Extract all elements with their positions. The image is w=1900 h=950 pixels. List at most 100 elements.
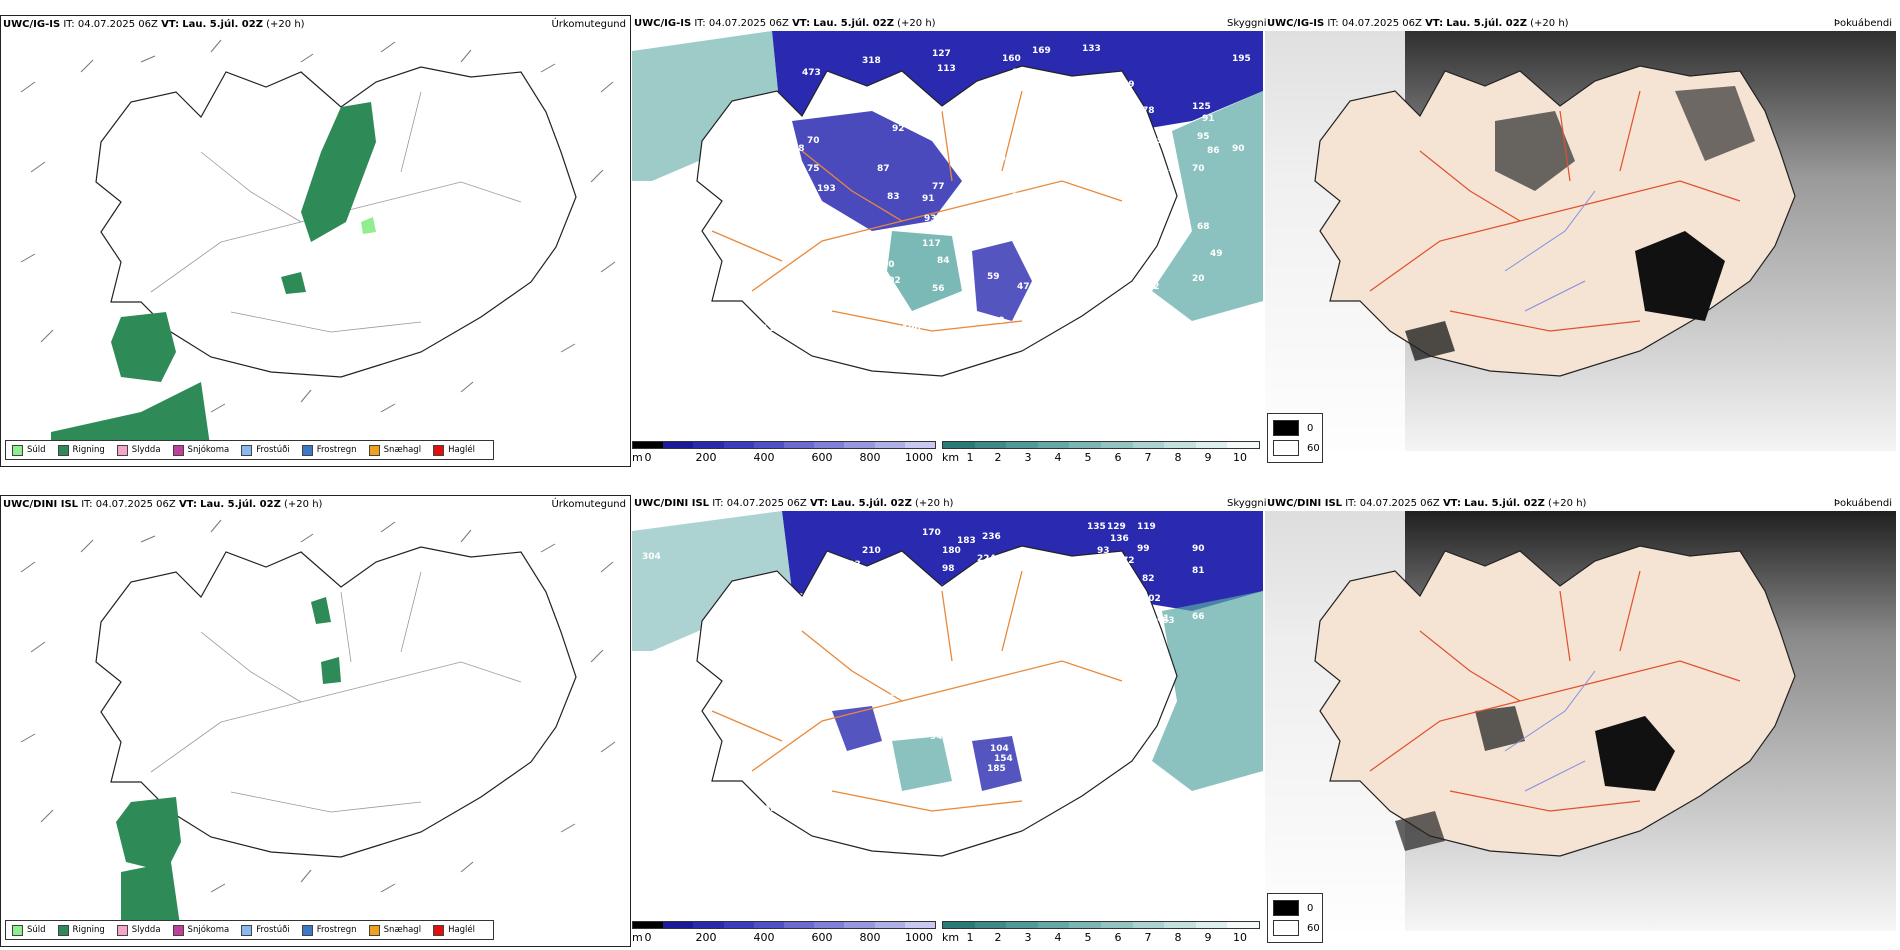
svg-text:81: 81 (1122, 324, 1135, 334)
legend-item-snjokoma: Snjókoma (172, 924, 229, 936)
fog-patch-1 (792, 111, 962, 231)
visibility-labels: 473 318 127 160 169 133 195 98 155 154 113 161 7… (757, 44, 1251, 409)
svg-text:20: 20 (1192, 274, 1205, 284)
svg-text:96: 96 (1157, 136, 1170, 146)
svg-text:143: 143 (912, 104, 931, 114)
svg-text:91: 91 (1202, 114, 1215, 124)
visibility-colorbar-m: m 0 200 400 600 800 1000 (632, 441, 936, 465)
svg-text:85: 85 (1012, 192, 1025, 202)
svg-text:68: 68 (980, 722, 993, 732)
fog-blob-2 (1495, 111, 1575, 191)
svg-text:193: 193 (817, 184, 836, 194)
svg-text:83: 83 (887, 192, 900, 202)
legend-item-slydda: Slydda (116, 444, 161, 456)
rain-area-4 (281, 272, 306, 294)
svg-text:45: 45 (764, 804, 777, 814)
fog-patch-3 (887, 231, 962, 311)
svg-text:81: 81 (977, 106, 990, 116)
svg-text:117: 117 (922, 239, 941, 249)
svg-text:85: 85 (994, 184, 1007, 194)
fog-legend-item-60: 60 (1273, 920, 1320, 936)
visibility-panel-bottom: UWC/DINI ISL IT: 04.07.2025 06Z VT: Lau.… (632, 495, 1263, 947)
svg-text:75: 75 (807, 164, 820, 174)
svg-text:136: 136 (1110, 534, 1129, 544)
svg-text:185: 185 (877, 694, 896, 704)
panel-title: UWC/DINI ISL IT: 04.07.2025 06Z VT: Lau.… (1267, 498, 1587, 509)
fog-blob-1 (1595, 716, 1675, 791)
rain-area-3 (51, 382, 211, 452)
svg-text:37: 37 (942, 384, 955, 394)
panel-label-fog: Þokuábendi (1833, 498, 1892, 509)
colorbar-unit-m: m (632, 931, 643, 944)
fog-blob-2 (1475, 706, 1525, 751)
svg-text:55: 55 (977, 834, 990, 844)
svg-text:73: 73 (1167, 164, 1180, 174)
visibility-colorbar-m: m 0 200 400 600 800 1000 (632, 921, 936, 945)
svg-text:154: 154 (874, 92, 893, 102)
svg-text:78: 78 (1142, 106, 1155, 116)
svg-text:203: 203 (842, 560, 861, 570)
precip-legend: Súld Rigning Slydda Snjókoma Frostúði Fr… (5, 920, 495, 940)
legend-item-snaehagl: Snæhagl (368, 924, 421, 936)
precip-map (20, 39, 616, 452)
legend-item-slydda: Slydda (116, 924, 161, 936)
legend-item-hagel: Haglél (433, 924, 475, 936)
svg-text:86: 86 (1207, 146, 1220, 156)
svg-text:32: 32 (957, 196, 970, 206)
svg-text:170: 170 (922, 528, 941, 538)
fog-map (1265, 31, 1896, 451)
iceland-outline (95, 546, 577, 858)
svg-text:104: 104 (990, 744, 1009, 754)
svg-text:114: 114 (1097, 562, 1116, 572)
fog-patch-2 (972, 241, 1032, 321)
svg-text:304: 304 (642, 552, 661, 562)
rain-area-1 (116, 797, 181, 872)
roads (711, 570, 1123, 812)
colorbar-strip-km (942, 921, 1260, 929)
rain-area-1 (301, 102, 376, 242)
svg-text:67: 67 (1047, 234, 1060, 244)
svg-text:183: 183 (957, 536, 976, 546)
fog-blob-3 (1675, 86, 1755, 161)
legend-item-snjokoma: Snjókoma (172, 444, 229, 456)
svg-text:83: 83 (1162, 616, 1175, 626)
svg-text:154: 154 (994, 754, 1013, 764)
fog-legend: 0 60 (1267, 413, 1323, 463)
svg-text:93: 93 (924, 214, 937, 224)
wind-barbs (20, 39, 616, 413)
svg-text:70: 70 (807, 136, 820, 146)
svg-text:129: 129 (1107, 522, 1126, 532)
svg-text:185: 185 (987, 764, 1006, 774)
svg-text:90: 90 (1192, 544, 1205, 554)
svg-text:98: 98 (792, 144, 805, 154)
svg-text:79: 79 (1122, 80, 1135, 90)
svg-text:169: 169 (1032, 46, 1051, 56)
svg-text:76: 76 (1092, 76, 1105, 86)
precip-panel-top: UWC/IG-IS IT: 04.07.2025 06Z VT: Lau. 5.… (0, 15, 631, 467)
panel-label-visibility: Skyggni (1227, 498, 1267, 509)
sea-teal (1152, 591, 1263, 791)
visibility-labels: 170 183 236 135 129 119 304 210 180 136 99 90 20… (642, 522, 1205, 869)
legend-item-snaehagl: Snæhagl (368, 444, 421, 456)
panel-title: UWC/DINI ISL IT: 04.07.2025 06Z VT: Lau.… (634, 498, 954, 509)
svg-text:93: 93 (1097, 546, 1110, 556)
fog-legend-item-0: 0 (1273, 420, 1313, 436)
roads (711, 90, 1123, 332)
legend-item-frostudi: Frostúði (241, 444, 290, 456)
sea-teal-2 (632, 511, 792, 651)
svg-text:95: 95 (1062, 574, 1075, 584)
svg-text:195: 195 (1232, 54, 1251, 64)
iceland-outline (696, 545, 1178, 857)
svg-text:318: 318 (862, 56, 881, 66)
panel-title: UWC/DINI ISL IT: 04.07.2025 06Z VT: Lau.… (3, 499, 323, 510)
visibility-colorbar-km: km 1 2 3 4 5 6 7 8 9 10 (942, 441, 1260, 465)
svg-text:94: 94 (930, 732, 943, 742)
svg-text:46: 46 (1152, 204, 1165, 214)
svg-text:60: 60 (992, 316, 1005, 326)
svg-text:150: 150 (867, 234, 886, 244)
svg-text:58: 58 (972, 206, 985, 216)
legend-item-frostregn: Frostregn (301, 444, 357, 456)
rain-area-2 (121, 862, 181, 932)
svg-text:244: 244 (932, 364, 951, 374)
svg-text:113: 113 (937, 64, 956, 74)
